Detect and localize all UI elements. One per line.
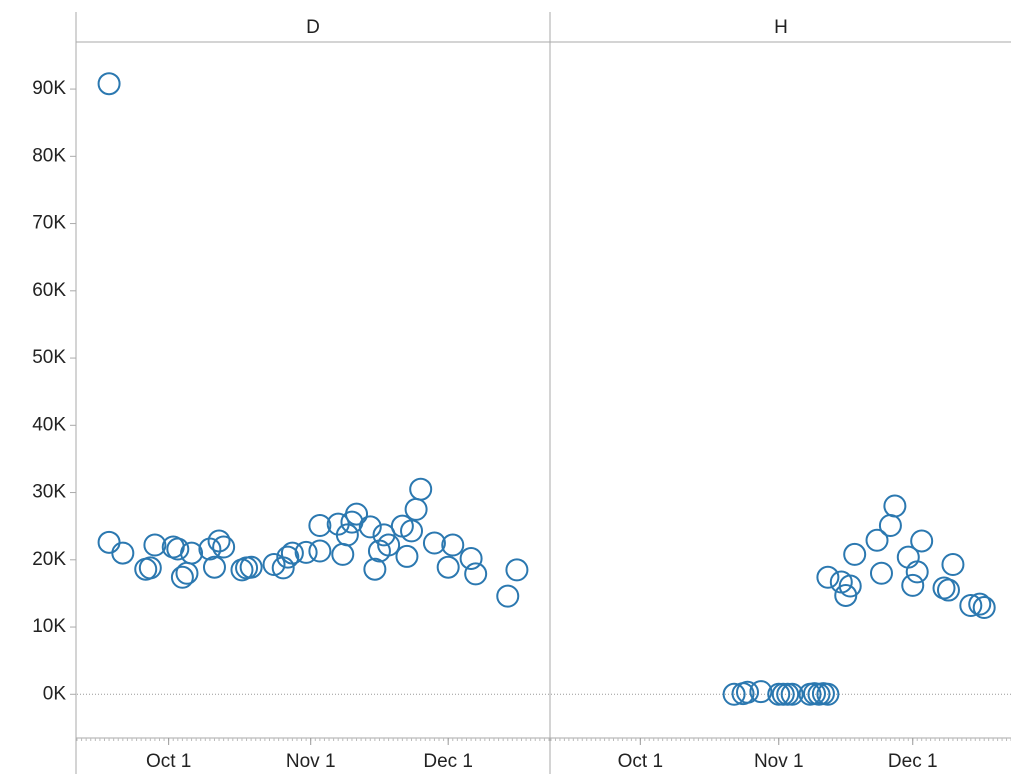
point [843,542,867,566]
point [308,539,332,563]
point [464,562,488,586]
point [422,531,446,555]
point [143,533,167,557]
y-tick-label: 0K [43,683,67,704]
point [722,682,746,706]
point [276,545,300,569]
point [869,561,893,585]
point [968,592,992,616]
y-tick-label: 50K [32,347,66,368]
y-tick-label: 90K [32,78,66,99]
point [363,557,387,581]
point [97,72,121,96]
point [901,573,925,597]
point [358,515,382,539]
point [175,561,199,585]
point [202,555,226,579]
point [207,529,231,553]
point [771,682,795,706]
point [505,558,529,582]
point [138,556,162,580]
point [170,565,194,589]
point [404,497,428,521]
point [372,523,396,547]
point [838,574,862,598]
point [910,529,934,553]
point [878,514,902,538]
point [166,537,190,561]
point [905,560,929,584]
point [400,519,424,543]
point [111,541,135,565]
point [345,502,369,526]
facet-title: D [306,17,320,38]
point [409,477,433,501]
point [436,555,460,579]
point [816,682,840,706]
facet-title: H [774,17,788,38]
x-tick-label: Oct 1 [618,751,663,772]
point [780,682,804,706]
point [294,540,318,564]
y-tick-label: 10K [32,616,66,637]
point [377,533,401,557]
y-tick-label: 70K [32,213,66,234]
point [180,541,204,565]
point [811,682,835,706]
point [212,535,236,559]
point [331,542,355,566]
x-tick-label: Dec 1 [888,751,938,772]
point [776,682,800,706]
point [816,565,840,589]
point [736,680,760,704]
point [239,555,263,579]
point [335,523,359,547]
y-tick-label: 80K [32,145,66,166]
point [459,546,483,570]
point [97,530,121,554]
point [496,584,520,608]
point [883,494,907,518]
point [441,533,465,557]
point [198,537,222,561]
point [865,528,889,552]
y-tick-label: 60K [32,280,66,301]
x-tick-label: Dec 1 [423,751,473,772]
point [941,553,965,577]
x-tick-label: Nov 1 [286,751,336,772]
y-tick-label: 20K [32,549,66,570]
point [959,594,983,618]
point [262,553,286,577]
point [972,596,996,620]
point [280,541,304,565]
point [308,514,332,538]
point [749,680,773,704]
point [395,544,419,568]
y-tick-label: 40K [32,414,66,435]
y-tick-label: 30K [32,482,66,503]
point [936,578,960,602]
x-tick-label: Oct 1 [146,751,191,772]
x-tick-label: Nov 1 [754,751,804,772]
